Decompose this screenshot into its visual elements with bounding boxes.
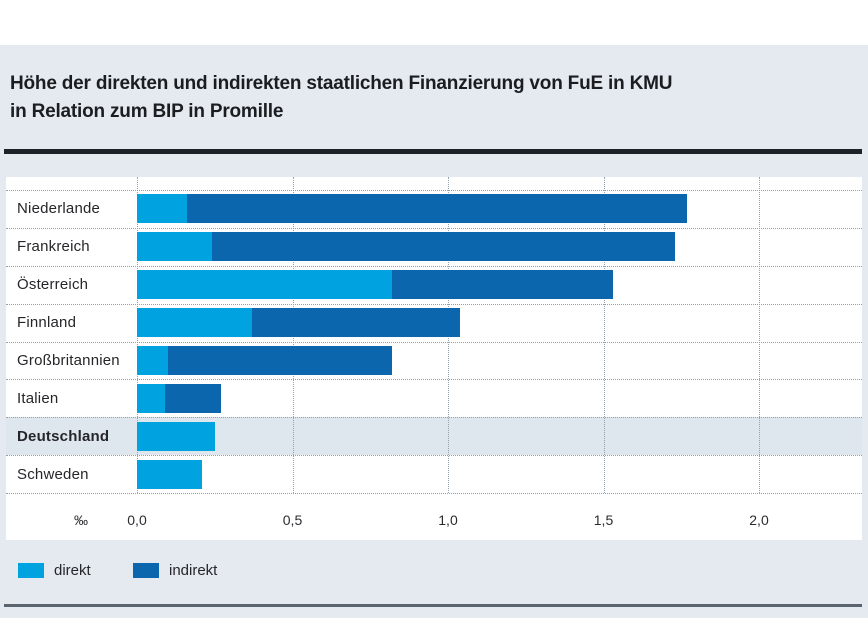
row-label: Österreich <box>17 276 89 294</box>
chart-row: Schweden <box>6 455 862 493</box>
title-line-1: Höhe der direkten und indirekten staatli… <box>10 73 673 94</box>
bar-segment-direkt <box>137 232 212 262</box>
bar <box>137 383 221 413</box>
axis-tick-label: 2,0 <box>749 512 769 528</box>
legend-label-direct: direkt <box>54 562 91 579</box>
axis-unit-label: ‰ <box>74 512 88 528</box>
bar-segment-direkt <box>137 308 253 338</box>
chart-panel: Niederlande Frankreich Österreich Finnland G… <box>6 177 862 540</box>
bar <box>137 308 461 338</box>
legend-item-indirect: indirekt <box>133 562 217 579</box>
axis-layer: 0,0 0,5 1,0 1,5 2,0 <box>6 177 862 540</box>
chart-row: Österreich <box>6 266 862 304</box>
bar <box>137 421 215 451</box>
legend-swatch-direct <box>18 563 44 578</box>
bar-segment-direkt <box>137 345 169 375</box>
chart-row: Großbritannien <box>6 342 862 380</box>
row-label: Frankreich <box>17 238 90 256</box>
row-label: Schweden <box>17 465 89 483</box>
axis-tick-label: 1,0 <box>438 512 458 528</box>
row-label: Großbritannien <box>17 351 120 369</box>
row-separator <box>6 341 862 343</box>
rows-layer: Niederlande Frankreich Österreich Finnland G… <box>6 177 862 540</box>
axis-tick-label: 0,0 <box>127 512 147 528</box>
bar <box>137 345 392 375</box>
axis-tick-label: 1,5 <box>593 512 614 528</box>
bar <box>137 232 675 262</box>
row-label: Italien <box>17 389 59 407</box>
row-separator <box>6 493 862 494</box>
row-separator <box>6 455 862 457</box>
chart-row: Niederlande <box>6 190 862 228</box>
bar-segment-direkt <box>137 459 203 489</box>
bar <box>137 270 613 300</box>
bar <box>137 194 688 224</box>
bar-segment-direkt <box>137 421 215 451</box>
chart-row: Deutschland <box>6 417 862 455</box>
bar-segment-indirekt <box>164 383 221 413</box>
top-white-strip <box>0 0 868 45</box>
bottom-rule <box>4 604 862 607</box>
bar-segment-direkt <box>137 383 165 413</box>
row-separator <box>6 227 862 229</box>
row-label: Niederlande <box>17 200 101 218</box>
chart-row: Italien <box>6 379 862 417</box>
chart-gridline <box>759 177 760 493</box>
legend-label-indirect: indirekt <box>169 562 218 579</box>
bar-segment-direkt <box>137 194 187 224</box>
row-separator <box>6 379 862 381</box>
row-separator <box>6 265 862 267</box>
row-label: Deutschland <box>17 427 110 445</box>
legend-swatch-indirect <box>133 563 159 578</box>
chart-gridline <box>603 177 605 493</box>
bar-segment-indirekt <box>211 232 675 262</box>
row-label: Finnland <box>17 314 77 332</box>
bar-segment-indirekt <box>392 270 613 300</box>
chart-title: Höhe der direkten und indirekten staatli… <box>10 70 830 126</box>
bar-segment-indirekt <box>186 194 688 224</box>
chart-row: Frankreich <box>6 228 862 266</box>
legend-item-direct: direkt <box>18 562 91 579</box>
row-separator <box>6 417 862 419</box>
bar <box>137 459 203 489</box>
bar-segment-direkt <box>137 270 393 300</box>
row-separator <box>6 303 862 305</box>
bar-segment-indirekt <box>168 345 392 375</box>
row-separator <box>6 190 862 191</box>
title-rule <box>4 149 862 154</box>
title-line-2: in Relation zum BIP in Promille <box>10 101 284 122</box>
axis-tick-label: 0,5 <box>282 512 303 528</box>
chart-row: Finnland <box>6 304 862 342</box>
bar-segment-indirekt <box>252 308 461 338</box>
